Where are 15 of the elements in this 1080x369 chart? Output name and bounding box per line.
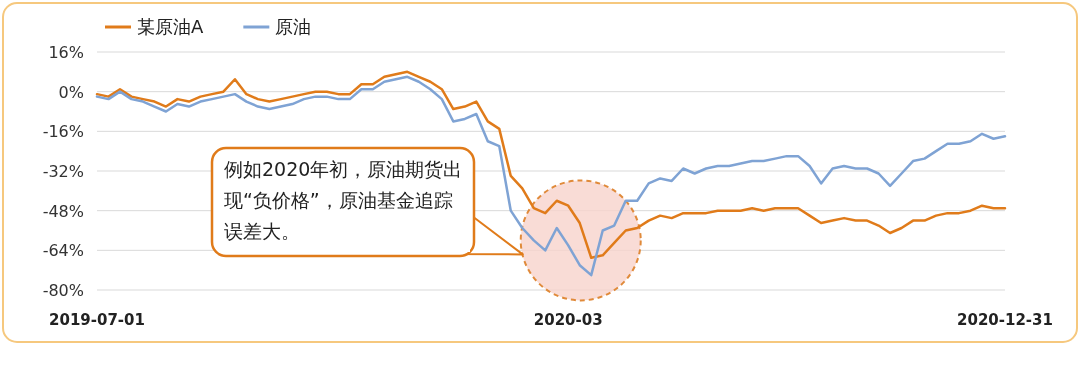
y-tick-label: -16% — [42, 122, 84, 142]
annotation: 例如2020年初，原油期货出现“负价格”，原油基金追踪误差大。 — [224, 157, 464, 244]
y-tick-label: 0% — [58, 82, 84, 102]
legend-item: 某原油A — [105, 16, 204, 37]
y-tick-label: 16% — [48, 43, 84, 62]
x-tick-label: 2019-07-01 — [49, 311, 145, 329]
legend-label: 某原油A — [137, 16, 204, 37]
legend-item: 原油 — [243, 16, 312, 37]
x-tick-label: 2020-03 — [533, 311, 603, 329]
y-tick-label: -48% — [42, 201, 84, 221]
y-tick-label: -64% — [42, 241, 84, 261]
y-tick-label: -80% — [42, 281, 84, 300]
legend-label: 原油 — [275, 16, 312, 37]
y-tick-label: -32% — [42, 162, 84, 181]
x-tick-label: 2020-12-31 — [957, 311, 1053, 329]
